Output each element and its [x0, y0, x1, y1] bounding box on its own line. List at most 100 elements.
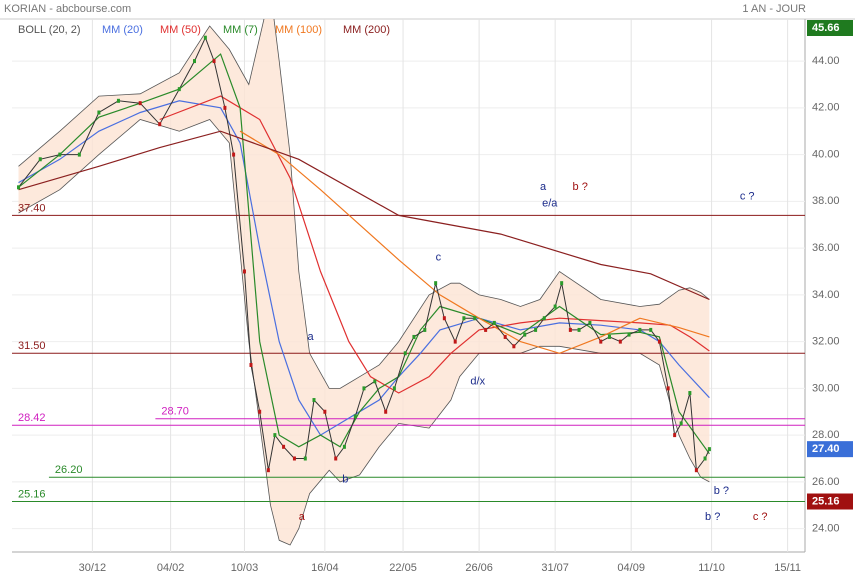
- annotation: c ?: [740, 191, 755, 203]
- candle: [177, 87, 181, 92]
- candle: [453, 339, 457, 344]
- x-tick-label: 11/10: [698, 562, 725, 574]
- annotation: b ?: [705, 511, 720, 523]
- candle: [688, 391, 692, 396]
- candle: [138, 101, 142, 106]
- x-tick-label: 15/11: [774, 562, 801, 574]
- legend-item: MM (200): [343, 24, 390, 36]
- candle: [423, 327, 427, 332]
- candle: [442, 316, 446, 321]
- candle: [694, 468, 698, 473]
- candle: [512, 344, 516, 349]
- candle: [334, 456, 338, 461]
- candle: [212, 59, 216, 64]
- y-tick-label: 36.00: [812, 242, 840, 254]
- candle: [258, 409, 262, 414]
- candle: [373, 379, 377, 384]
- annotation: b ?: [714, 485, 729, 497]
- level-label: 25.16: [18, 488, 46, 500]
- candle: [673, 433, 677, 438]
- candle: [627, 332, 631, 337]
- candle: [503, 334, 507, 339]
- candle: [116, 98, 120, 103]
- annotation: d/x: [470, 375, 485, 387]
- candle: [666, 386, 670, 391]
- candle: [17, 185, 21, 190]
- x-tick-label: 10/03: [231, 562, 259, 574]
- y-tick-label: 26.00: [812, 476, 840, 488]
- candle: [273, 433, 277, 438]
- legend-item: MM (50): [160, 24, 201, 36]
- candle: [434, 281, 438, 286]
- candle: [232, 152, 236, 157]
- candle: [618, 339, 622, 344]
- x-tick-label: 16/04: [311, 562, 339, 574]
- candle: [492, 320, 496, 325]
- candle: [97, 110, 101, 115]
- annotation: b ?: [573, 181, 588, 193]
- x-tick-label: 04/02: [157, 562, 185, 574]
- candle: [542, 316, 546, 321]
- level-label: 26.20: [55, 464, 83, 476]
- candle: [282, 444, 286, 449]
- x-tick-label: 22/05: [389, 562, 417, 574]
- candle: [412, 334, 416, 339]
- plot: [12, 19, 805, 546]
- bollinger-area: [18, 19, 710, 545]
- annotation: a: [307, 331, 314, 343]
- annotation: b: [342, 473, 348, 485]
- candle: [292, 456, 296, 461]
- chart-title: KORIAN - abcbourse.com: [4, 3, 131, 15]
- candle: [607, 334, 611, 339]
- legend-item: MM (20): [102, 24, 143, 36]
- candle: [38, 157, 42, 162]
- candle: [679, 421, 683, 426]
- candle: [703, 456, 707, 461]
- x-tick-label: 04/09: [617, 562, 645, 574]
- x-tick-label: 26/06: [465, 562, 493, 574]
- candle: [588, 320, 592, 325]
- y-tick-label: 38.00: [812, 195, 840, 207]
- y-tick-label: 24.00: [812, 523, 840, 535]
- price-badge-label: 25.16: [812, 495, 840, 507]
- candle: [638, 327, 642, 332]
- y-tick-label: 42.00: [812, 102, 840, 114]
- candle: [242, 269, 246, 274]
- candle: [312, 398, 316, 403]
- moving-average: [159, 95, 710, 394]
- candle: [560, 281, 564, 286]
- annotation: c ?: [753, 511, 768, 523]
- candle: [473, 316, 477, 321]
- level-label: 28.42: [18, 412, 46, 424]
- candle: [266, 468, 270, 473]
- price-badge: [807, 20, 853, 36]
- y-tick-label: 32.00: [812, 336, 840, 348]
- candle: [657, 339, 661, 344]
- price-badge: [807, 493, 853, 510]
- annotation: a: [299, 511, 306, 523]
- moving-average: [18, 130, 710, 301]
- moving-average: [239, 130, 710, 354]
- candle: [384, 409, 388, 414]
- candle: [362, 386, 366, 391]
- x-tick-label: 31/07: [541, 562, 569, 574]
- candle: [484, 327, 488, 332]
- candle: [58, 152, 62, 157]
- candle: [553, 304, 557, 309]
- candle: [462, 316, 466, 321]
- y-tick-label: 40.00: [812, 148, 840, 160]
- annotation: c: [436, 251, 442, 263]
- level-label: 37.40: [18, 202, 46, 214]
- candle: [649, 327, 653, 332]
- bollinger-upper: [18, 19, 710, 389]
- price-badge-label: 27.40: [812, 443, 840, 455]
- candle: [223, 105, 227, 110]
- candle: [158, 122, 162, 127]
- annotation: a: [540, 181, 547, 193]
- candle: [342, 444, 346, 449]
- y-tick-label: 44.00: [812, 55, 840, 67]
- candle: [392, 386, 396, 391]
- legend-item: BOLL (20, 2): [18, 24, 81, 36]
- candle: [534, 327, 538, 332]
